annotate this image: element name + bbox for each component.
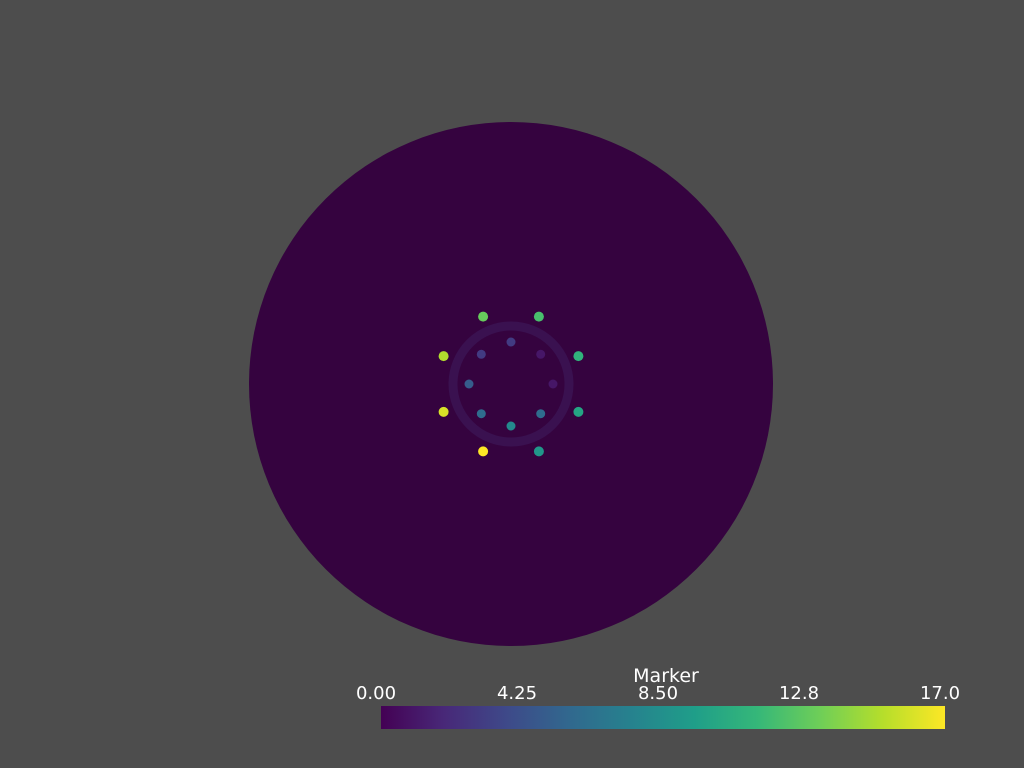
colorbar-tick-label: 8.50	[637, 683, 679, 704]
colorbar-tick-label: 4.25	[496, 683, 538, 704]
outer-marker-point	[533, 311, 544, 322]
inner-marker-point	[536, 409, 546, 419]
colorbar-tick-label: 17.0	[919, 683, 961, 704]
colorbar-title: Marker	[633, 665, 699, 687]
outer-marker-point	[533, 446, 544, 457]
inner-marker-point	[476, 349, 486, 359]
inner-marker-point	[548, 379, 558, 389]
colorbar-tick-label: 0.00	[355, 683, 397, 704]
inner-marker-point	[464, 379, 474, 389]
outer-markers	[438, 311, 584, 457]
outer-marker-point	[438, 406, 449, 417]
inner-ring	[448, 321, 574, 447]
outer-marker-point	[478, 446, 489, 457]
outer-marker-point	[573, 406, 584, 417]
colorbar-tick-label: 12.8	[778, 683, 820, 704]
colorbar	[381, 706, 945, 729]
outer-disk	[249, 122, 773, 646]
inner-markers	[464, 337, 558, 431]
inner-marker-point	[506, 337, 516, 347]
inner-marker-point	[506, 421, 516, 431]
outer-marker-point	[478, 311, 489, 322]
inner-marker-point	[476, 409, 486, 419]
inner-marker-point	[536, 349, 546, 359]
outer-marker-point	[573, 351, 584, 362]
outer-marker-point	[438, 351, 449, 362]
